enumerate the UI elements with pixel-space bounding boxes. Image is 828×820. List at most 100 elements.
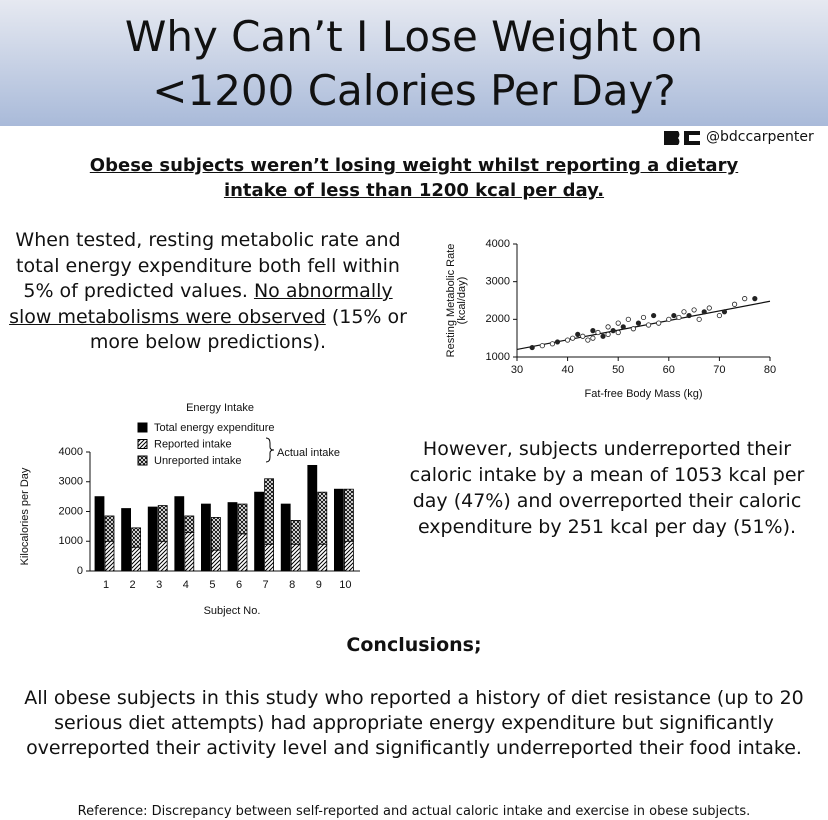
legend-label: Reported intake [154,438,232,450]
x-tick-label: 60 [663,364,675,376]
reference: Reference: Discrepancy between self-repo… [77,804,751,819]
bar [343,540,354,572]
x-axis-label: Subject No. [204,605,261,617]
logo-mark [664,131,700,145]
legend-swatch [137,439,148,449]
x-tick-label: 50 [612,364,624,376]
scatter-point [575,331,581,337]
text: When tested, resting metabolic rate and … [15,229,401,302]
scatter-point [595,329,601,336]
scatter-point [620,324,626,330]
legend-label: Total energy expenditure [154,422,274,434]
scatter-point [600,333,606,339]
x-tick-label: 70 [713,364,725,376]
legend-label: Unreported intake [154,455,241,467]
scatter-point [666,316,672,322]
scatter-point [656,320,662,326]
bar [290,520,301,545]
scatter-point [570,335,576,341]
x-tick-label: 9 [316,579,322,591]
bar [237,503,248,535]
scatter-point [539,343,545,349]
y-tick-label: 2000 [59,505,83,517]
scatter-point [716,312,723,319]
scatter-point [681,309,687,315]
y-tick-label: 1000 [486,351,510,363]
x-tick-label: 30 [511,364,523,376]
y-tick-label: 4000 [486,238,510,250]
logo [662,129,702,147]
x-tick-label: 6 [236,579,242,591]
left-paragraph: When tested, resting metabolic rate and … [0,228,416,356]
title-line: Why Can’t I Lose Weight on [124,12,704,61]
scatter-point [615,320,621,326]
scatter-point [605,331,611,337]
bar [254,491,265,572]
y-tick-label: 3000 [59,476,83,488]
bar [157,505,168,542]
scatter-point [630,326,636,332]
bar [264,543,275,572]
bar [307,464,318,572]
title-line: <1200 Calories Per Day? [152,66,676,115]
text: (15% or more below predictions). [89,305,407,354]
scatter-point [696,316,702,322]
bar [131,527,142,548]
bar [200,503,211,572]
x-tick-label: 7 [263,579,269,591]
y-axis-label: (kcal/day) [456,277,468,325]
scatter-point [615,329,621,336]
scatter-point [625,316,631,322]
x-tick-label: 8 [289,579,295,591]
scatter-point [645,322,652,328]
right-paragraph: However, subjects underreported their ca… [409,438,805,538]
header-band [0,0,828,126]
bar [184,515,195,533]
subtitle-line: intake of less than 1200 kcal per day. [223,180,605,201]
bar [174,496,185,572]
legend-swatch [137,455,148,466]
bar [104,515,115,542]
scatter-point [721,309,728,315]
scatter-point [590,328,596,334]
legend-title: Energy Intake [186,402,254,414]
y-tick-label: 2000 [486,313,510,325]
scatter-point [752,296,758,302]
logo-shape [664,131,700,145]
scatter-point [605,324,611,330]
x-tick-label: 80 [764,364,776,376]
bar [157,540,168,572]
scatter-point [610,328,616,334]
trend-line [516,300,771,351]
bar [290,543,301,572]
x-tick-label: 5 [209,579,215,591]
scatter-point [529,344,535,351]
scatter-point [549,341,556,347]
scatter-point [590,335,596,341]
bar [317,543,328,572]
bar [131,546,142,572]
y-tick-label: 0 [77,565,83,577]
legend-group-label: Actual intake [277,447,340,459]
bar [280,503,291,572]
bar [264,478,275,545]
scatter-point [564,337,571,343]
x-tick-label: 2 [130,579,136,591]
scatter-point [686,312,692,319]
x-tick-label: 3 [156,579,162,591]
bar [184,531,195,572]
bar [210,517,221,551]
scatter-point [706,305,712,311]
legend-swatch [137,422,148,433]
y-tick-label: 3000 [486,276,510,288]
underlined-text: No abnormally slow metabolisms were obse… [9,280,393,328]
bar [227,502,238,572]
scatter-point [585,337,591,343]
conclusions-text: All obese subjects in this study who rep… [24,687,804,759]
x-tick-label: 10 [339,579,351,591]
scatter-point [635,320,642,326]
y-axis-label: Kilocalories per Day [19,467,31,565]
handle: @bdccarpenter [706,129,814,145]
scatter-point [651,312,657,319]
